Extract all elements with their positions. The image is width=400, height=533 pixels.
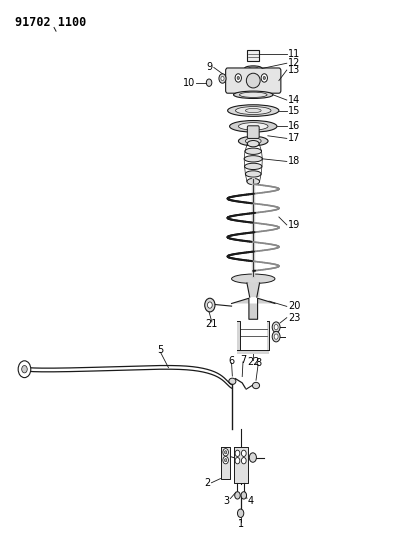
Circle shape xyxy=(263,76,266,79)
Polygon shape xyxy=(238,350,269,354)
Polygon shape xyxy=(234,447,248,483)
Circle shape xyxy=(235,492,240,499)
Text: 1: 1 xyxy=(238,519,244,529)
Circle shape xyxy=(18,361,31,377)
Ellipse shape xyxy=(238,136,268,146)
Ellipse shape xyxy=(240,92,267,98)
Circle shape xyxy=(224,451,227,454)
Ellipse shape xyxy=(245,138,261,144)
Circle shape xyxy=(235,450,240,456)
Text: 19: 19 xyxy=(288,220,300,230)
FancyBboxPatch shape xyxy=(226,68,281,93)
Circle shape xyxy=(223,456,228,464)
Ellipse shape xyxy=(232,274,275,284)
Ellipse shape xyxy=(229,378,236,384)
Text: 22: 22 xyxy=(247,357,260,367)
Ellipse shape xyxy=(246,73,260,88)
Circle shape xyxy=(235,74,242,82)
Circle shape xyxy=(235,457,240,464)
Circle shape xyxy=(208,302,212,308)
Circle shape xyxy=(274,325,278,330)
Text: 23: 23 xyxy=(288,313,300,322)
Polygon shape xyxy=(247,283,260,297)
Ellipse shape xyxy=(248,67,258,70)
Circle shape xyxy=(237,76,240,79)
Ellipse shape xyxy=(245,148,262,155)
Text: 2: 2 xyxy=(204,478,210,488)
Circle shape xyxy=(223,449,228,456)
FancyBboxPatch shape xyxy=(247,126,259,139)
FancyBboxPatch shape xyxy=(247,50,259,61)
Text: 12: 12 xyxy=(288,58,300,68)
Text: 17: 17 xyxy=(288,133,300,143)
Text: 7: 7 xyxy=(240,355,246,365)
Circle shape xyxy=(221,76,224,80)
Ellipse shape xyxy=(244,156,262,162)
Text: 10: 10 xyxy=(183,78,195,88)
Text: 16: 16 xyxy=(288,122,300,131)
Circle shape xyxy=(242,457,246,464)
Text: 3: 3 xyxy=(224,496,230,506)
Circle shape xyxy=(241,492,246,499)
Ellipse shape xyxy=(252,382,260,389)
Text: 18: 18 xyxy=(288,157,300,166)
Ellipse shape xyxy=(245,171,261,177)
Text: 5: 5 xyxy=(158,345,164,356)
Circle shape xyxy=(224,458,227,462)
Polygon shape xyxy=(267,321,269,350)
Text: 11: 11 xyxy=(288,49,300,59)
Circle shape xyxy=(205,298,215,312)
Circle shape xyxy=(274,334,278,339)
Ellipse shape xyxy=(234,91,273,99)
Text: 8: 8 xyxy=(255,358,261,368)
Polygon shape xyxy=(232,298,275,319)
Ellipse shape xyxy=(238,123,268,130)
Text: 21: 21 xyxy=(206,319,218,329)
Circle shape xyxy=(242,450,246,456)
Text: 91702 1100: 91702 1100 xyxy=(15,16,86,29)
Ellipse shape xyxy=(244,66,262,71)
Text: 9: 9 xyxy=(206,62,213,72)
Ellipse shape xyxy=(247,179,260,184)
Circle shape xyxy=(272,322,280,333)
Text: 4: 4 xyxy=(248,496,254,506)
Polygon shape xyxy=(238,321,240,350)
Circle shape xyxy=(249,453,256,462)
Circle shape xyxy=(238,509,244,518)
Circle shape xyxy=(219,74,226,83)
Ellipse shape xyxy=(228,105,279,116)
Circle shape xyxy=(206,79,212,86)
Circle shape xyxy=(22,366,27,373)
Circle shape xyxy=(261,74,268,82)
Text: 15: 15 xyxy=(288,106,300,116)
Ellipse shape xyxy=(245,108,261,112)
Ellipse shape xyxy=(244,163,262,169)
Circle shape xyxy=(272,332,280,342)
Ellipse shape xyxy=(230,120,277,132)
Polygon shape xyxy=(221,447,230,479)
Text: 13: 13 xyxy=(288,65,300,75)
Text: 6: 6 xyxy=(228,356,235,366)
Text: 14: 14 xyxy=(288,95,300,105)
Ellipse shape xyxy=(236,107,271,115)
Ellipse shape xyxy=(247,141,259,147)
Text: 20: 20 xyxy=(288,301,300,311)
